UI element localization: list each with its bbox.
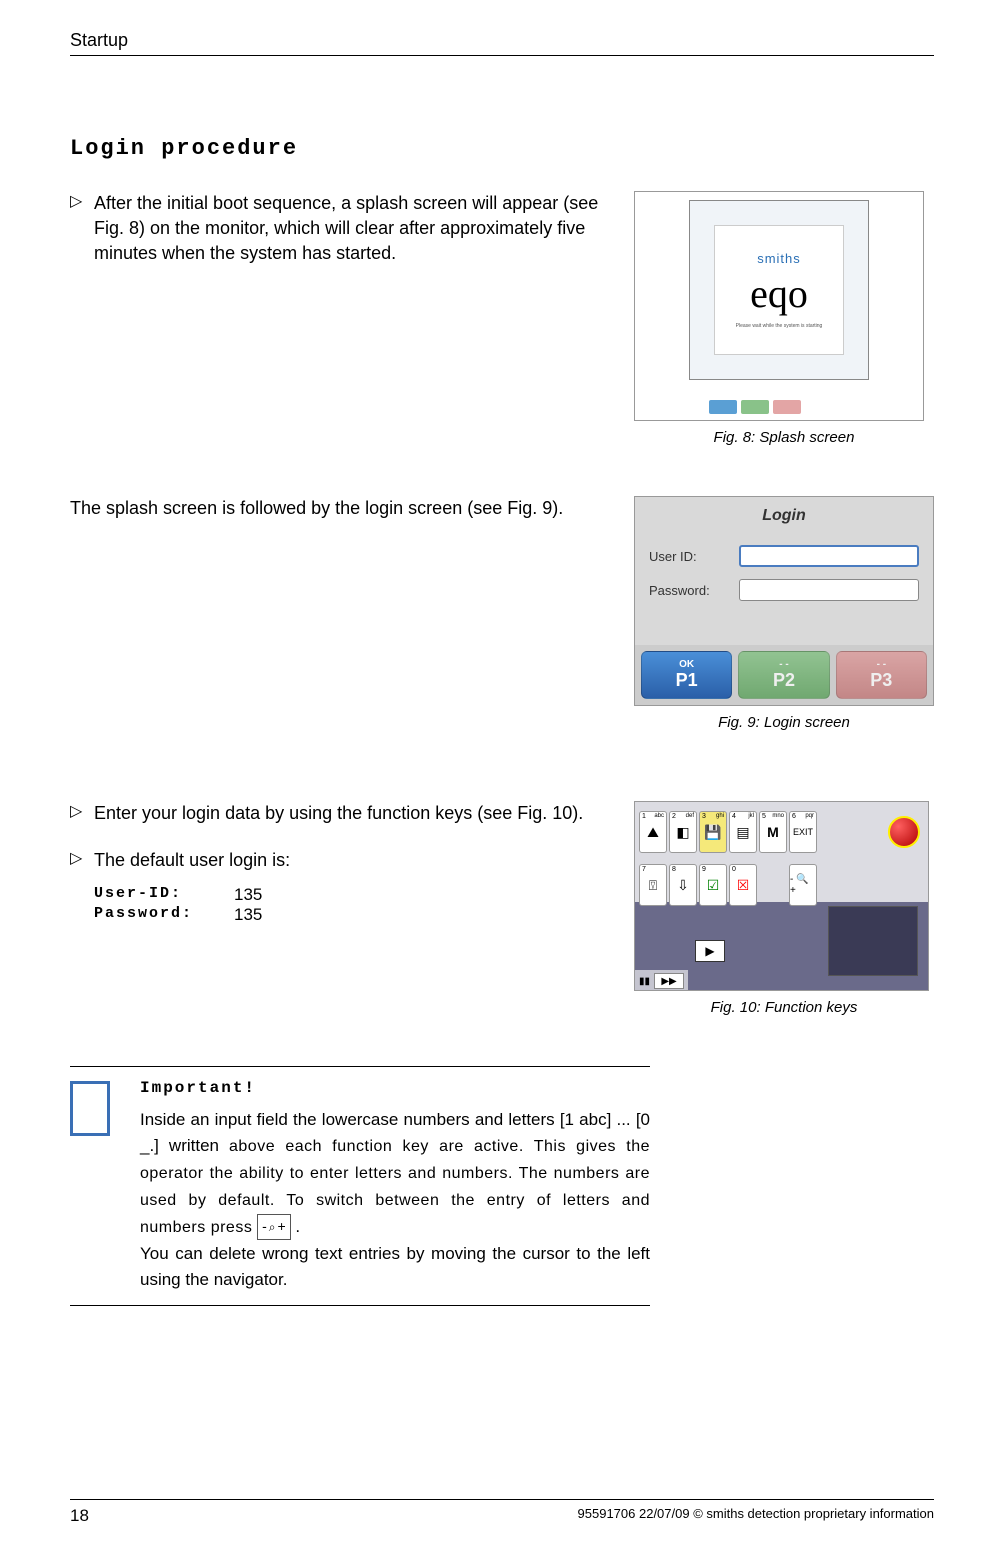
cred-user-value: 135 xyxy=(234,885,262,905)
important-note: Important! Inside an input field the low… xyxy=(70,1066,650,1306)
fkey-3[interactable]: 3ghi💾 xyxy=(699,811,727,853)
fkey-1[interactable]: 1abc⛰ xyxy=(639,811,667,853)
imp-body-post2: You can delete wrong text entries by mov… xyxy=(140,1244,650,1289)
emergency-stop-icon[interactable] xyxy=(888,816,920,848)
function-keys-figure: 1abc⛰ 2def◧ 3ghi💾 4jkl▤ 5mnoM 6pqrEXIT 7… xyxy=(634,801,929,991)
fkey-6[interactable]: 6pqrEXIT xyxy=(789,811,817,853)
footer-info: 95591706 22/07/09 © smiths detection pro… xyxy=(578,1506,934,1526)
important-body: Inside an input field the lowercase numb… xyxy=(140,1107,650,1293)
fkey-8[interactable]: 8⇩ xyxy=(669,864,697,906)
login-btn-p1[interactable]: OK P1 xyxy=(641,651,732,699)
fkey-zoom[interactable]: - 🔍 + xyxy=(789,864,817,906)
login-btn-p2[interactable]: - - P2 xyxy=(738,651,829,699)
important-title: Important! xyxy=(140,1079,650,1097)
bullet-text: After the initial boot sequence, a splas… xyxy=(94,191,614,267)
pause-icon: ▮▮ xyxy=(639,976,650,987)
fkey-9[interactable]: 9☑ xyxy=(699,864,727,906)
section-title: Login procedure xyxy=(70,136,934,161)
fkeys-caption: Fig. 10: Function keys xyxy=(634,999,934,1016)
bullet-text: Enter your login data by using the funct… xyxy=(94,801,583,826)
bullet-item: ▷ Enter your login data by using the fun… xyxy=(70,801,614,826)
page-footer: 18 95591706 22/07/09 © smiths detection … xyxy=(70,1499,934,1526)
splash-subtext: Please wait while the system is starting xyxy=(736,323,823,329)
login-figure: Login User ID: Password: OK P1 xyxy=(634,496,934,706)
fkey-2[interactable]: 2def◧ xyxy=(669,811,697,853)
login-password-label: Password: xyxy=(649,583,739,598)
splash-btn-pink xyxy=(773,400,801,414)
fkey-4[interactable]: 4jkl▤ xyxy=(729,811,757,853)
splash-brand: smiths xyxy=(757,251,801,266)
login-caption: Fig. 9: Login screen xyxy=(634,714,934,731)
login-title: Login xyxy=(649,507,919,525)
forward-button[interactable]: ▶▶ xyxy=(654,973,684,989)
cred-pass-label: Password: xyxy=(94,905,234,925)
fkey-5[interactable]: 5mnoM xyxy=(759,811,787,853)
credentials-block: User-ID: 135 Password: 135 xyxy=(94,885,614,925)
login-userid-label: User ID: xyxy=(649,549,739,564)
page-number: 18 xyxy=(70,1506,89,1526)
fkey-7[interactable]: 7⍔ xyxy=(639,864,667,906)
bullet-item: ▷ The default user login is: xyxy=(70,848,614,873)
splash-btn-green xyxy=(741,400,769,414)
login-userid-input[interactable] xyxy=(739,545,919,567)
cred-user-label: User-ID: xyxy=(94,885,234,905)
bullet-marker: ▷ xyxy=(70,191,94,267)
page-header: Startup xyxy=(70,30,934,56)
bullet-marker: ▷ xyxy=(70,848,94,873)
note-icon xyxy=(70,1081,110,1136)
imp-body-post1: . xyxy=(291,1217,300,1236)
splash-caption: Fig. 8: Splash screen xyxy=(634,429,934,446)
login-password-input[interactable] xyxy=(739,579,919,601)
splash-btn-blue xyxy=(709,400,737,414)
fkey-0[interactable]: 0☒ xyxy=(729,864,757,906)
cred-pass-value: 135 xyxy=(234,905,262,925)
bullet-marker: ▷ xyxy=(70,801,94,826)
play-button[interactable]: ▶ xyxy=(695,940,725,962)
bullet-text: The default user login is: xyxy=(94,848,290,873)
splash-logo: eqo xyxy=(750,270,808,317)
preview-panel xyxy=(828,906,918,976)
header-section: Startup xyxy=(70,30,128,50)
zoom-key-icon: - ⌕ + xyxy=(257,1214,291,1240)
para-followed: The splash screen is followed by the log… xyxy=(70,496,614,521)
login-btn-p3[interactable]: - - P3 xyxy=(836,651,927,699)
splash-figure: smiths eqo Please wait while the system … xyxy=(634,191,924,421)
bullet-item: ▷ After the initial boot sequence, a spl… xyxy=(70,191,614,267)
